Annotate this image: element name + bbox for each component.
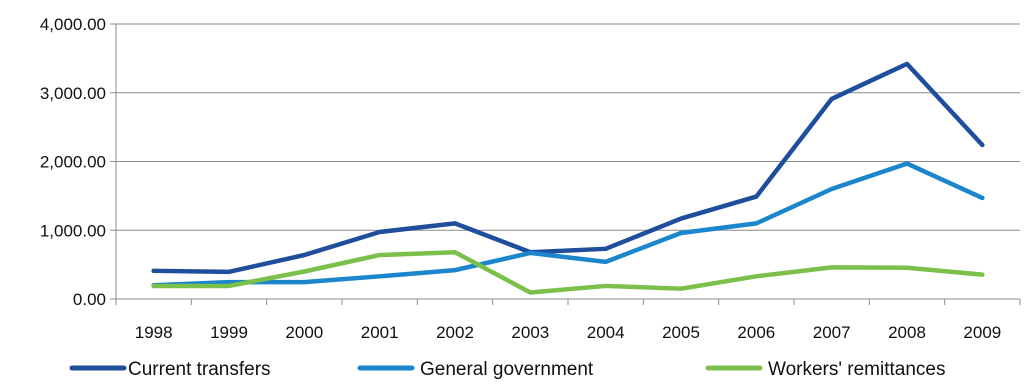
series-line-0 — [151, 61, 985, 275]
legend-label: Workers' remittances — [768, 359, 946, 379]
series-lines — [151, 61, 985, 295]
data-point — [377, 274, 382, 279]
data-point — [829, 187, 834, 191]
x-tick-label: 2003 — [511, 323, 549, 342]
data-point — [151, 283, 156, 288]
x-tick-label: 2008 — [888, 323, 926, 342]
x-tick-label: 2009 — [963, 323, 1001, 342]
y-tick-label: 3,000.00 — [40, 84, 106, 103]
gridlines — [110, 23, 1020, 300]
data-point — [829, 96, 834, 101]
x-tick-label: 2000 — [285, 323, 323, 342]
data-point — [603, 246, 608, 251]
x-tick-label: 2002 — [436, 323, 474, 342]
data-point — [829, 265, 834, 270]
data-point — [754, 221, 759, 226]
x-tick-label: 2001 — [361, 323, 399, 342]
data-point — [528, 290, 533, 295]
legend-label: Current transfers — [128, 359, 271, 379]
series-line-1 — [151, 161, 985, 288]
x-tick-label: 1998 — [135, 323, 173, 342]
data-point — [603, 259, 608, 264]
y-tick-label: 4,000.00 — [40, 15, 106, 34]
data-point — [227, 280, 231, 285]
y-tick-label: 1,000.00 — [40, 221, 106, 240]
data-point — [227, 269, 231, 274]
x-tick-label: 2006 — [737, 323, 775, 342]
data-point — [905, 61, 909, 66]
data-point — [453, 250, 457, 255]
data-point — [302, 253, 307, 257]
x-tick-label: 2004 — [587, 323, 625, 342]
data-point — [377, 229, 382, 234]
data-point — [603, 283, 608, 288]
data-point — [905, 161, 909, 166]
x-tick-label: 2005 — [662, 323, 700, 342]
data-point — [679, 286, 683, 291]
data-point — [302, 269, 307, 274]
data-point — [453, 268, 457, 273]
data-point — [528, 250, 533, 255]
data-point — [679, 231, 683, 235]
data-point — [980, 195, 985, 200]
data-point — [453, 221, 457, 226]
x-tick-label: 1999 — [210, 323, 248, 342]
data-point — [151, 268, 156, 273]
data-point — [980, 143, 985, 147]
data-point — [227, 283, 231, 288]
data-point — [754, 274, 759, 279]
y-axis-tick-labels: 0.00 1,000.00 2,000.00 3,000.00 4,000.00 — [40, 15, 106, 309]
data-point — [302, 280, 307, 285]
data-point — [377, 253, 382, 257]
data-point — [679, 216, 683, 221]
data-point — [980, 272, 985, 277]
x-tick-label: 2007 — [813, 323, 851, 342]
series-line-2 — [151, 250, 985, 295]
y-tick-label: 0.00 — [73, 290, 106, 309]
axes — [115, 24, 1021, 305]
y-tick-label: 2,000.00 — [40, 153, 106, 172]
legend-label: General government — [420, 359, 594, 379]
legend: Current transfers General government Worke… — [69, 359, 946, 380]
data-point — [905, 265, 909, 270]
x-axis-tick-labels: 1998 1999 2000 2001 2002 2003 2004 2005 2006 2007… — [135, 323, 1001, 342]
data-point — [754, 194, 759, 199]
